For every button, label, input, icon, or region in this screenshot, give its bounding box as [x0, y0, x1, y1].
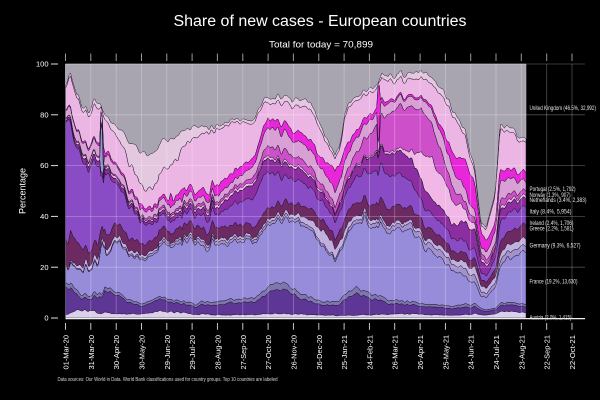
svg-text:0: 0 — [44, 314, 48, 323]
svg-text:60: 60 — [40, 161, 48, 170]
svg-text:25-May-21: 25-May-21 — [443, 335, 450, 370]
svg-text:Norway (1.3%, 907): Norway (1.3%, 907) — [530, 192, 571, 199]
svg-text:24-Feb-21: 24-Feb-21 — [367, 335, 374, 370]
svg-text:Data sources: Our World in Dat: Data sources: Our World in Data. World B… — [58, 377, 278, 383]
svg-text:Portugal (2.5%, 1,792): Portugal (2.5%, 1,792) — [530, 186, 576, 193]
svg-text:24-Jun-21: 24-Jun-21 — [469, 335, 476, 370]
svg-text:Total for today = 70,899: Total for today = 70,899 — [269, 40, 373, 51]
svg-text:26-Mar-21: 26-Mar-21 — [393, 335, 400, 370]
svg-text:22-Sep-21: 22-Sep-21 — [545, 335, 552, 370]
svg-text:27-Sep-20: 27-Sep-20 — [241, 335, 248, 370]
svg-text:Share of new cases - European: Share of new cases - European countries — [174, 13, 467, 30]
svg-text:40: 40 — [40, 212, 48, 221]
svg-text:20: 20 — [40, 263, 48, 272]
svg-text:80: 80 — [40, 110, 48, 119]
svg-text:30-May-20: 30-May-20 — [140, 335, 147, 370]
svg-text:Germany (9.3%, 6,527): Germany (9.3%, 6,527) — [530, 243, 581, 250]
svg-text:Percentage: Percentage — [18, 168, 28, 214]
svg-text:26-Apr-21: 26-Apr-21 — [418, 335, 425, 370]
svg-text:France (19.2%, 13,630): France (19.2%, 13,630) — [530, 278, 578, 285]
svg-text:Netherlands (3.4%, 2,383): Netherlands (3.4%, 2,383) — [530, 197, 587, 204]
svg-text:Italy (8.4%, 5,954): Italy (8.4%, 5,954) — [530, 209, 572, 216]
svg-text:01-Mar-20: 01-Mar-20 — [64, 335, 71, 370]
svg-text:100: 100 — [36, 60, 49, 69]
svg-text:Austria (2.0%, 1,415): Austria (2.0%, 1,415) — [530, 315, 572, 322]
svg-text:26-Nov-20: 26-Nov-20 — [291, 335, 298, 370]
svg-text:Ireland (2.4%, 1,706): Ireland (2.4%, 1,706) — [530, 220, 574, 227]
svg-text:26-Dec-20: 26-Dec-20 — [317, 335, 324, 370]
svg-text:22-Oct-21: 22-Oct-21 — [570, 335, 577, 370]
svg-text:31-Mar-20: 31-Mar-20 — [89, 335, 96, 370]
svg-text:27-Oct-20: 27-Oct-20 — [266, 335, 273, 370]
svg-text:30-Apr-20: 30-Apr-20 — [114, 335, 121, 370]
svg-text:United Kingdom (46.5%, 32,992): United Kingdom (46.5%, 32,992) — [530, 105, 597, 112]
svg-text:29-Jul-20: 29-Jul-20 — [190, 335, 197, 370]
svg-text:23-Aug-21: 23-Aug-21 — [519, 335, 526, 370]
svg-text:29-Jun-20: 29-Jun-20 — [165, 335, 172, 370]
svg-text:Greece (2.2%, 1,581): Greece (2.2%, 1,581) — [530, 225, 574, 232]
svg-text:28-Aug-20: 28-Aug-20 — [215, 335, 222, 370]
svg-text:24-Jul-21: 24-Jul-21 — [494, 335, 501, 370]
svg-text:25-Jan-21: 25-Jan-21 — [342, 335, 349, 370]
